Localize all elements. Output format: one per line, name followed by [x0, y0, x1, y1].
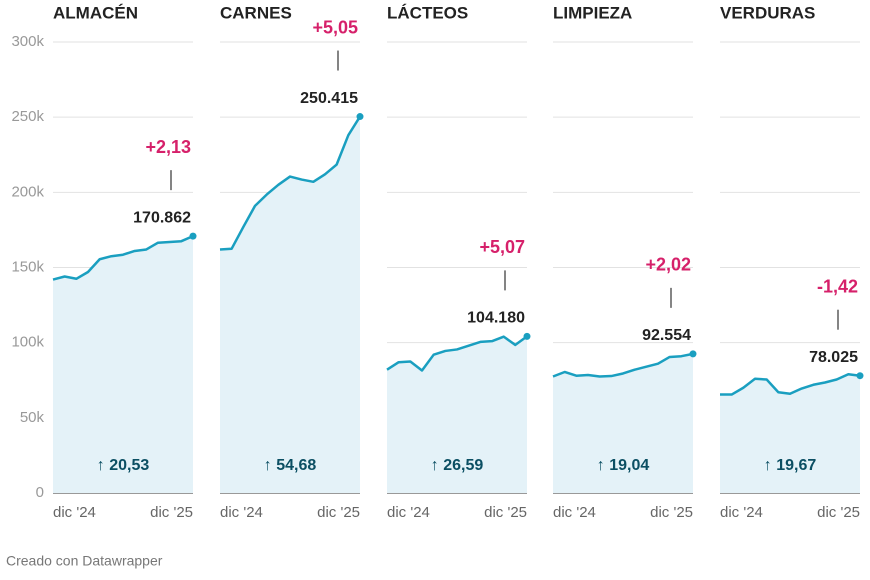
value-label: 78.025: [809, 349, 858, 366]
x-tick-label: dic '25: [817, 504, 860, 521]
area: [720, 374, 860, 493]
panel-title: ALMACÉN: [53, 3, 138, 22]
change-label: +5,07: [479, 237, 525, 257]
value-label: 104.180: [467, 310, 525, 327]
footer: Creado con Datawrapper: [6, 553, 163, 569]
annual-change: ↑ 19,67: [764, 457, 817, 474]
line: [720, 372, 861, 396]
y-tick-label: 200k: [11, 183, 44, 200]
annual-change: ↑ 20,53: [97, 457, 150, 474]
change-label: +5,05: [312, 17, 358, 37]
line: [219, 115, 362, 251]
y-tick-label: 300k: [11, 33, 44, 50]
end-point: [523, 332, 531, 340]
value-label: 170.862: [133, 209, 191, 226]
line: [52, 234, 194, 281]
x-tick-label: dic '25: [317, 504, 360, 521]
x-tick-label: dic '24: [220, 504, 263, 521]
change-label: +2,13: [145, 137, 191, 157]
annual-change: ↑ 19,04: [597, 457, 650, 474]
x-tick-label: dic '24: [720, 504, 763, 521]
line: [552, 352, 694, 378]
x-tick-label: dic '24: [553, 504, 596, 521]
area: [220, 116, 360, 493]
end-point: [689, 350, 697, 358]
panel-title: VERDURAS: [720, 3, 815, 22]
line: [386, 335, 528, 372]
x-tick-label: dic '25: [484, 504, 527, 521]
value-label: 92.554: [642, 327, 691, 344]
x-tick-label: dic '25: [650, 504, 693, 521]
change-label: +2,02: [645, 255, 691, 275]
end-point: [356, 113, 364, 121]
end-point: [189, 232, 197, 240]
panel-title: LIMPIEZA: [553, 3, 632, 22]
end-point: [856, 372, 864, 380]
y-tick-label: 150k: [11, 258, 44, 275]
y-tick-label: 250k: [11, 108, 44, 125]
panel-title: LÁCTEOS: [387, 3, 468, 22]
x-tick-label: dic '25: [150, 504, 193, 521]
change-label: -1,42: [817, 276, 858, 296]
area: [387, 336, 527, 493]
value-label: 250.415: [300, 90, 358, 107]
y-tick-label: 50k: [20, 409, 45, 426]
y-tick-label: 100k: [11, 334, 44, 351]
panel-title: CARNES: [220, 3, 292, 22]
annual-change: ↑ 54,68: [264, 457, 317, 474]
area: [53, 236, 193, 494]
x-tick-label: dic '24: [387, 504, 430, 521]
y-tick-label: 0: [36, 484, 44, 501]
annual-change: ↑ 26,59: [431, 457, 484, 474]
area: [553, 353, 693, 493]
x-tick-label: dic '24: [53, 504, 96, 521]
